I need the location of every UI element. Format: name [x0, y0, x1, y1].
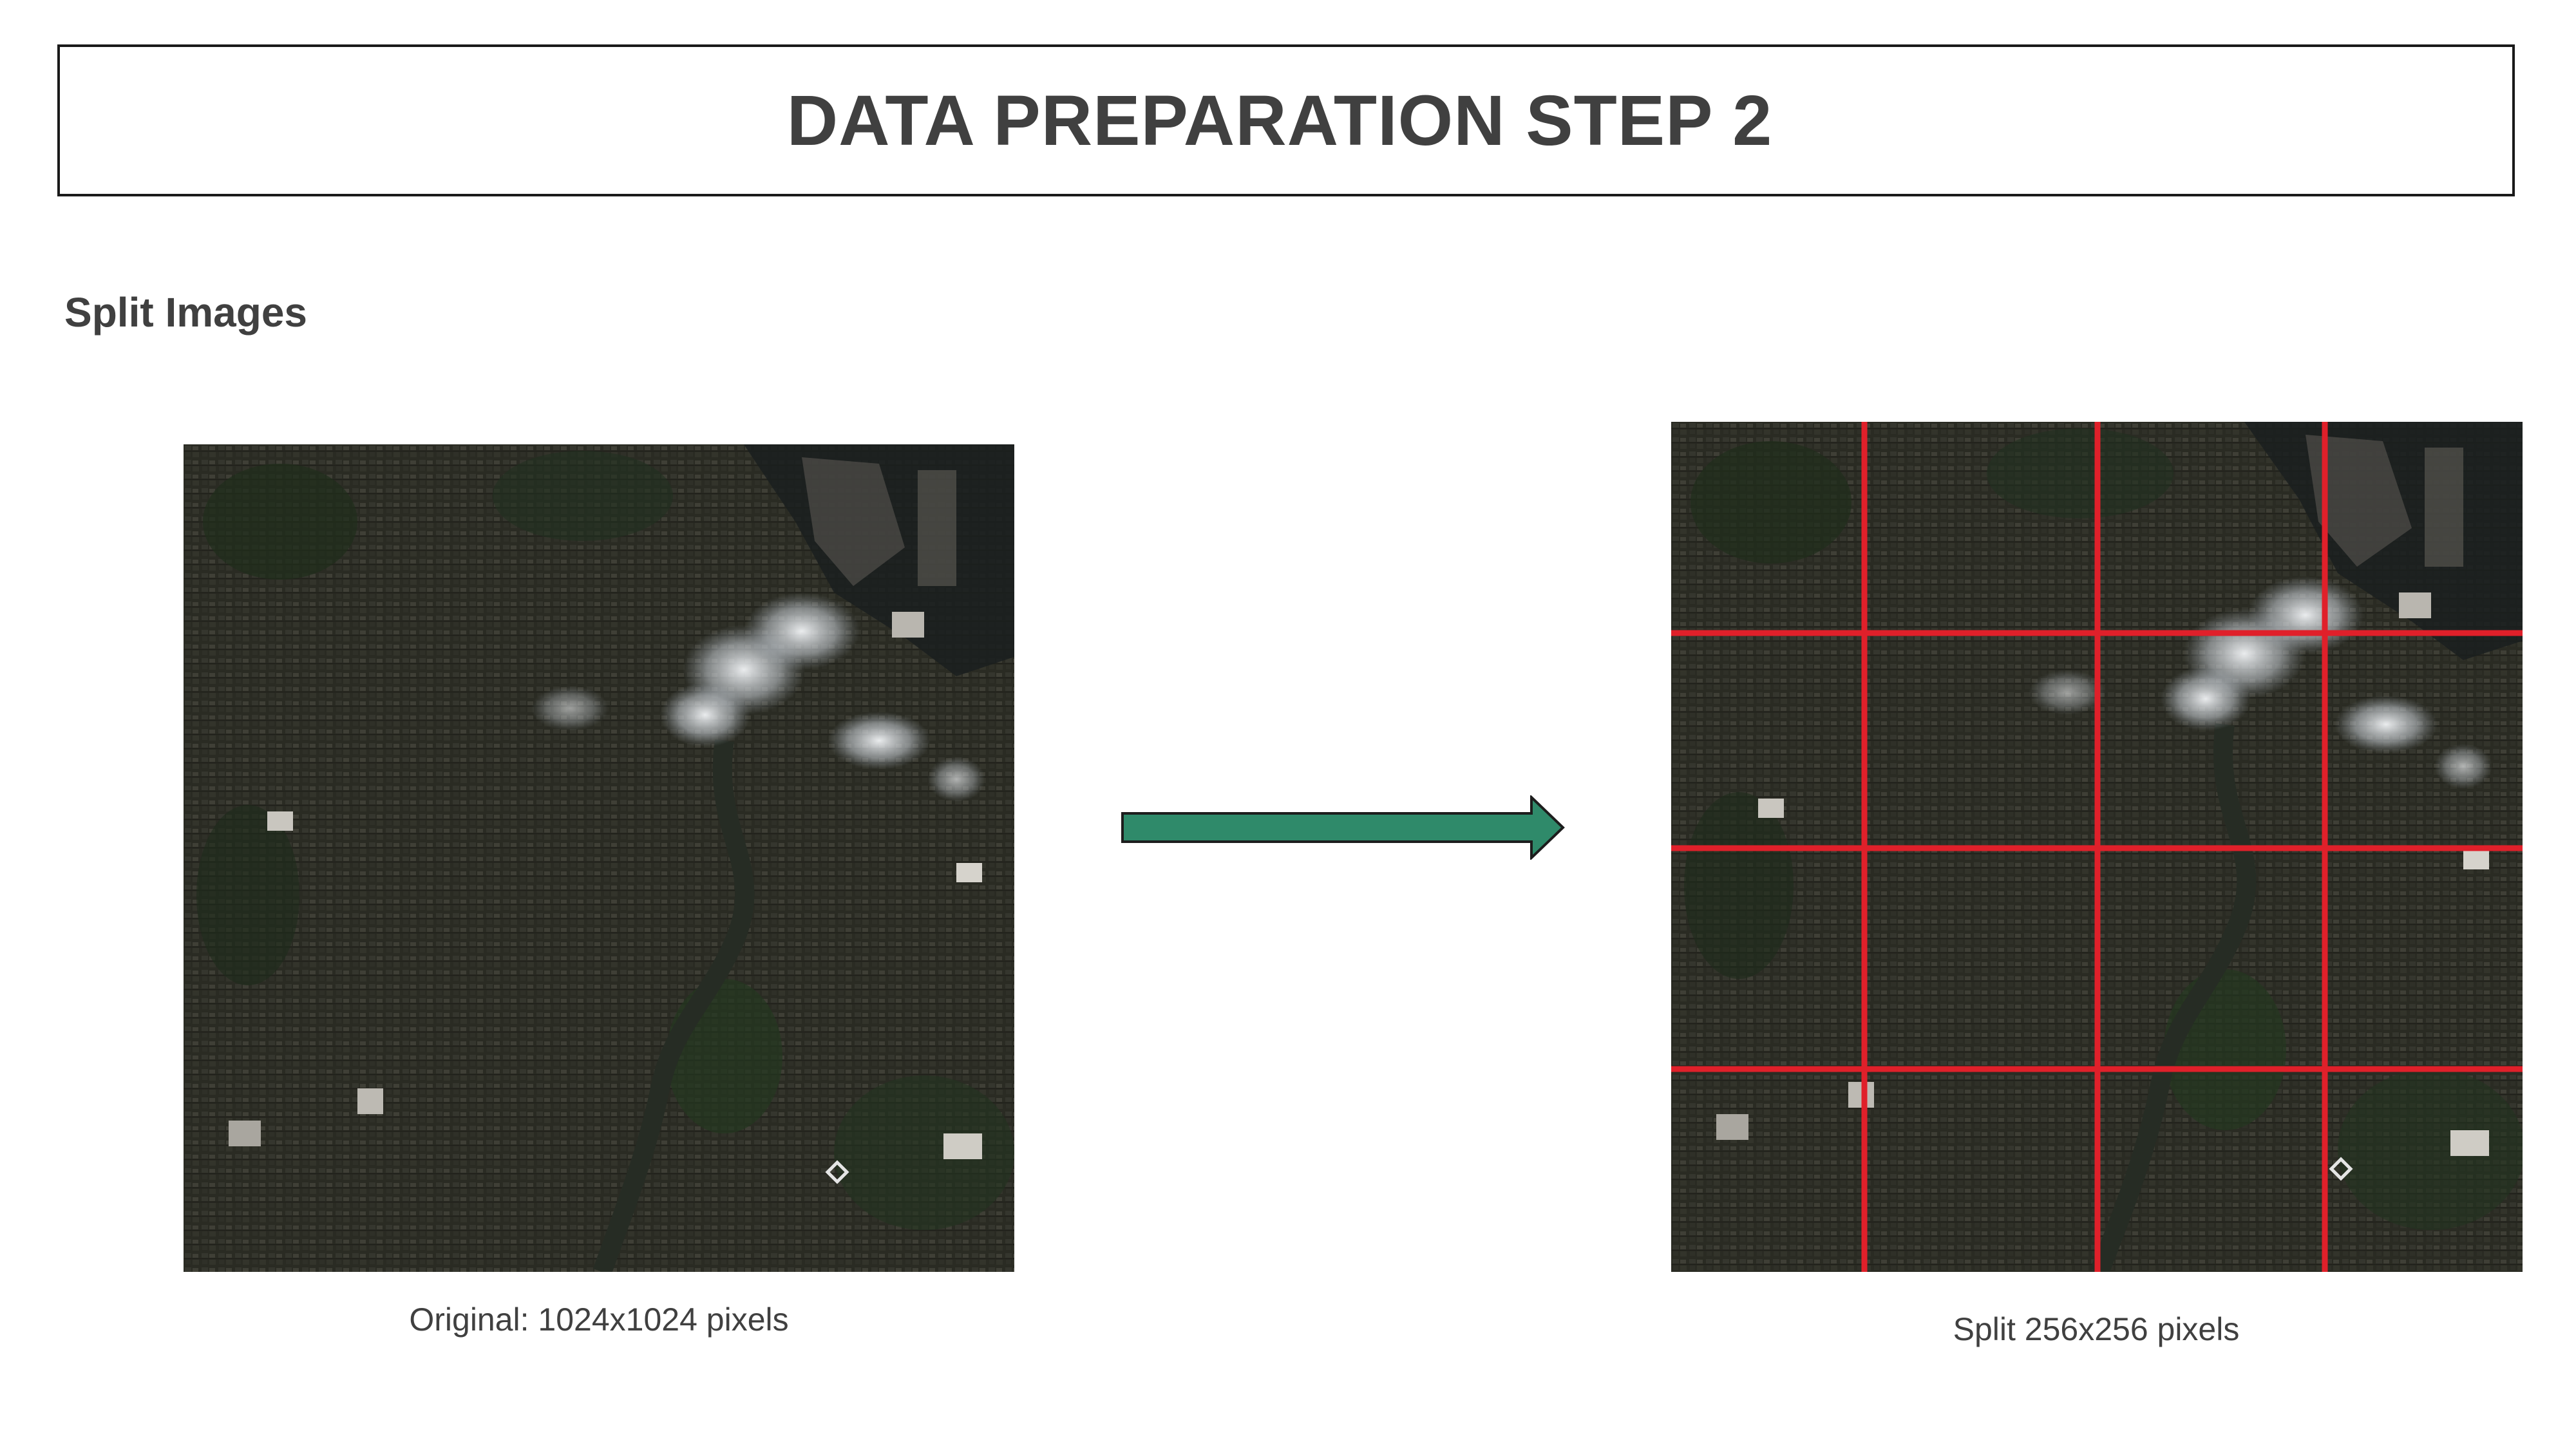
title-box: DATA PREPARATION STEP 2	[57, 44, 2515, 196]
split-image-caption: Split 256x256 pixels	[1953, 1311, 2240, 1347]
split-satellite-image	[1671, 422, 2523, 1272]
slide-title: DATA PREPARATION STEP 2	[786, 80, 1773, 160]
original-image-caption: Original: 1024x1024 pixels	[409, 1302, 789, 1338]
split-grid	[1671, 422, 2523, 1272]
original-satellite-image	[184, 444, 1014, 1272]
right-arrow-icon	[1121, 795, 1565, 860]
slide-subtitle: Split Images	[64, 289, 307, 336]
